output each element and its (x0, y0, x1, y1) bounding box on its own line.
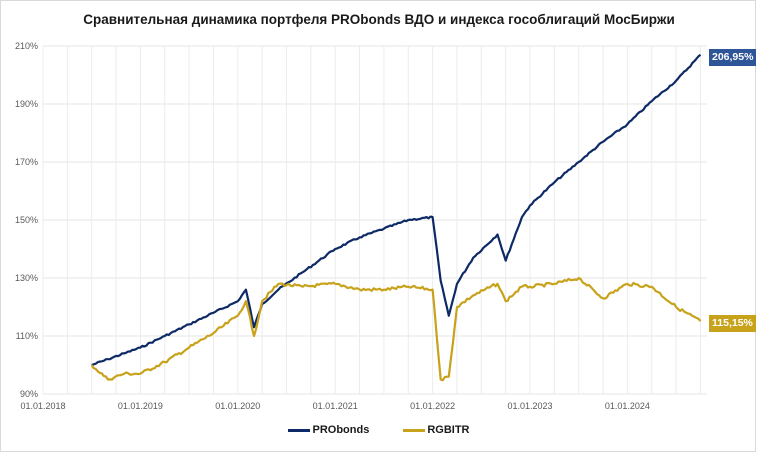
rgbitr-end-value-label: 115,15% (709, 315, 756, 333)
y-tick-label: 190% (15, 99, 38, 109)
probonds-end-value-label: 206,95% (709, 48, 757, 66)
x-axis: 01.01.2018 01.01.2019 01.01.2020 01.01.2021… (20, 401, 649, 411)
x-tick-label: 01.01.2019 (118, 401, 163, 411)
series-lines (90, 53, 702, 382)
legend-label-rgbitr: RGBITR (427, 424, 470, 436)
series-line-rgbitr (90, 276, 702, 382)
x-tick-label: 01.01.2018 (20, 401, 65, 411)
y-tick-label: 170% (15, 157, 38, 167)
chart-title: Сравнительная динамика портфеля PRObonds… (83, 12, 675, 27)
x-tick-label: 01.01.2024 (605, 401, 650, 411)
legend-label-probonds: PRObonds (312, 424, 370, 436)
legend-item-rgbitr[interactable]: RGBITR (403, 424, 470, 436)
y-tick-label: 150% (15, 215, 38, 225)
legend-swatch-rgbitr (403, 428, 426, 432)
x-tick-label: 01.01.2020 (215, 401, 260, 411)
x-tick-label: 01.01.2021 (313, 401, 358, 411)
y-tick-label: 90% (20, 389, 38, 399)
y-tick-label: 130% (15, 273, 38, 283)
legend-swatch-probonds (288, 428, 311, 432)
series-line-probonds (91, 53, 702, 367)
x-tick-label: 01.01.2022 (410, 401, 455, 411)
legend-item-probonds[interactable]: PRObonds (288, 424, 369, 436)
y-tick-label: 210% (15, 41, 38, 51)
gridlines (42, 45, 707, 395)
chart-legend: PRObonds RGBITR (0, 424, 758, 436)
y-tick-label: 110% (16, 331, 38, 341)
y-axis: 90% 110% 130% 150% 170% 190% 210% (15, 41, 38, 399)
x-tick-label: 01.01.2023 (507, 401, 552, 411)
